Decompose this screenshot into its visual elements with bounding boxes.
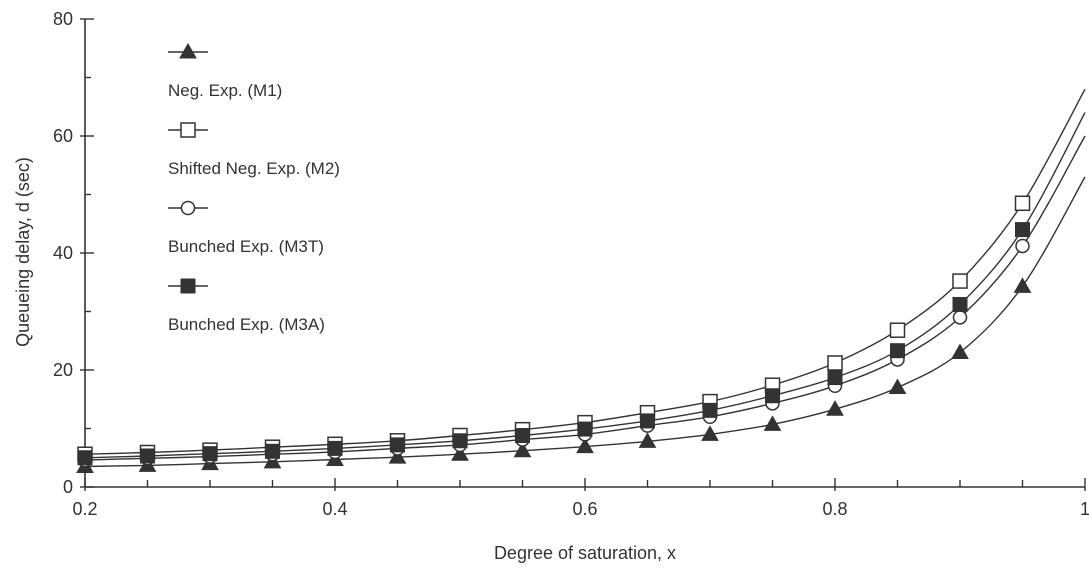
data-point-open-square [952,273,968,289]
x-tick-label: 0.4 [322,499,347,519]
data-point-triangle [179,42,197,59]
data-point-triangle [951,343,969,359]
data-point-filled-square [765,388,780,404]
data-point-filled-square [702,402,718,418]
series-curves [84,88,1086,468]
x-tick-label: 0.2 [72,499,97,519]
x-axis-title: Degree of saturation, x [494,543,676,563]
data-point-triangle [513,441,532,458]
data-point-filled-square [827,370,843,386]
y-tick-label: 40 [53,243,73,263]
data-point-filled-square [577,421,593,437]
data-point-filled-square [1015,222,1030,238]
data-point-triangle [638,432,657,448]
data-point-triangle [451,445,469,461]
data-point-filled-square [180,278,196,294]
data-point-filled-square [640,413,655,429]
data-point-open-circle [180,200,196,216]
y-axis-title: Queueing delay, d (sec) [13,157,33,347]
axes: 0.2 0.4 0.6 0.8 1 0 20 40 60 80 [53,9,1089,519]
data-point-open-square [889,322,906,338]
data-point-filled-square [77,450,93,466]
legend-label: Bunched Exp. (M3T) [168,237,324,256]
data-point-open-square [827,355,843,371]
legend: Neg. Exp. (M1) Shifted Neg. Exp. (M2) Bunc… [168,42,340,334]
y-tick-label: 20 [53,360,73,380]
data-point-triangle [826,400,844,416]
data-point-triangle [763,415,782,431]
x-tick-label: 0.8 [822,499,847,519]
x-tick-label: 1 [1080,499,1089,519]
data-point-triangle [888,378,907,395]
y-tick-label: 60 [53,126,73,146]
x-tick-label: 0.6 [572,499,597,519]
data-point-triangle [701,425,719,441]
data-point-filled-square [452,433,468,449]
data-point-triangle [1013,277,1032,293]
series-line-3 [84,135,1086,461]
series-markers [76,195,1032,474]
data-point-filled-square [515,428,530,444]
data-point-open-square [180,122,196,138]
series-line-2 [84,88,1086,455]
data-point-open-circle [952,310,968,325]
data-point-open-square [1014,195,1031,212]
data-point-filled-square [140,448,155,464]
y-tick-label: 80 [53,9,73,29]
data-point-triangle [388,448,407,464]
data-point-open-circle [1015,238,1030,254]
data-point-filled-square [327,440,343,456]
data-point-triangle [576,437,594,454]
legend-label: Shifted Neg. Exp. (M2) [168,159,340,178]
data-point-filled-square [952,296,968,312]
data-point-filled-square [202,446,218,462]
legend-label: Bunched Exp. (M3A) [168,315,325,334]
data-point-filled-square [390,437,405,453]
y-tick-label: 0 [63,477,73,497]
data-point-filled-square [265,443,280,459]
legend-label: Neg. Exp. (M1) [168,81,282,100]
data-point-filled-square [890,343,905,359]
